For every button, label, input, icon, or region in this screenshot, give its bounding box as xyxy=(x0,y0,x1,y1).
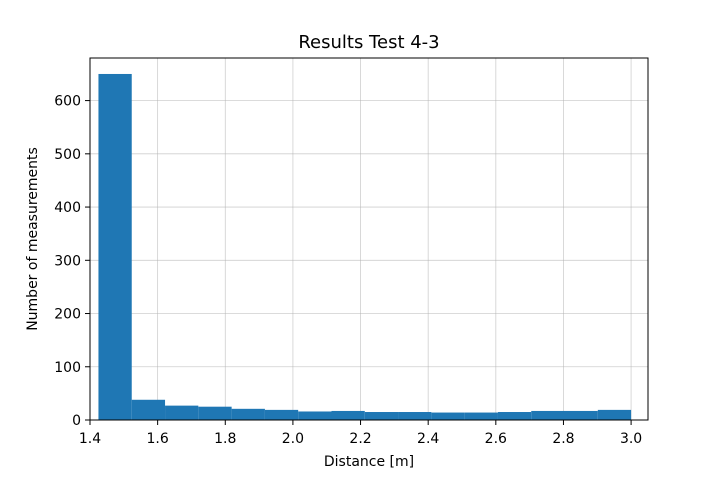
histogram-bar xyxy=(231,408,265,420)
x-tick-label: 2.0 xyxy=(282,431,304,447)
x-tick-label: 1.6 xyxy=(147,431,169,447)
histogram-bar xyxy=(364,412,399,420)
plot-frame xyxy=(89,57,649,421)
x-tick-label: 2.4 xyxy=(417,431,439,447)
histogram-bar xyxy=(264,409,299,420)
histogram-bar xyxy=(597,409,632,420)
y-tick-label: 300 xyxy=(54,253,81,269)
histogram-bar xyxy=(431,412,465,420)
histogram-bar xyxy=(497,412,532,420)
grid-lines xyxy=(89,58,648,421)
histogram-bar xyxy=(198,406,232,420)
y-tick-label: 200 xyxy=(54,307,81,323)
axis-ticks: 1.4 1.6 1.8 2.0 2.2 2.4 2.6 2.8 3.0 0 100 200 300 400… xyxy=(54,94,642,447)
y-tick-label: 500 xyxy=(54,147,81,163)
y-axis-label: Number of measurements xyxy=(25,147,41,331)
y-tick-label: 0 xyxy=(72,413,81,429)
x-tick-label: 1.4 xyxy=(79,431,101,447)
chart-title: Results Test 4-3 xyxy=(298,32,439,53)
y-tick-label: 100 xyxy=(54,360,81,376)
histogram-bars xyxy=(98,73,632,421)
histogram-bar xyxy=(464,412,498,420)
histogram-bar xyxy=(564,410,598,420)
histogram-bar xyxy=(131,399,166,420)
histogram-bar xyxy=(298,411,332,420)
y-tick-label: 400 xyxy=(54,200,81,216)
x-tick-label: 1.8 xyxy=(214,431,236,447)
histogram-bar xyxy=(398,412,432,420)
histogram-bar xyxy=(531,410,565,420)
x-tick-label: 3.0 xyxy=(620,431,642,447)
y-tick-label: 600 xyxy=(54,94,81,110)
x-axis-label: Distance [m] xyxy=(324,454,414,470)
histogram-bar xyxy=(331,410,365,420)
x-tick-label: 2.8 xyxy=(552,431,574,447)
x-tick-label: 2.2 xyxy=(349,431,371,447)
x-tick-label: 2.6 xyxy=(485,431,507,447)
histogram-bar xyxy=(98,73,132,421)
histogram-bar xyxy=(165,405,199,420)
